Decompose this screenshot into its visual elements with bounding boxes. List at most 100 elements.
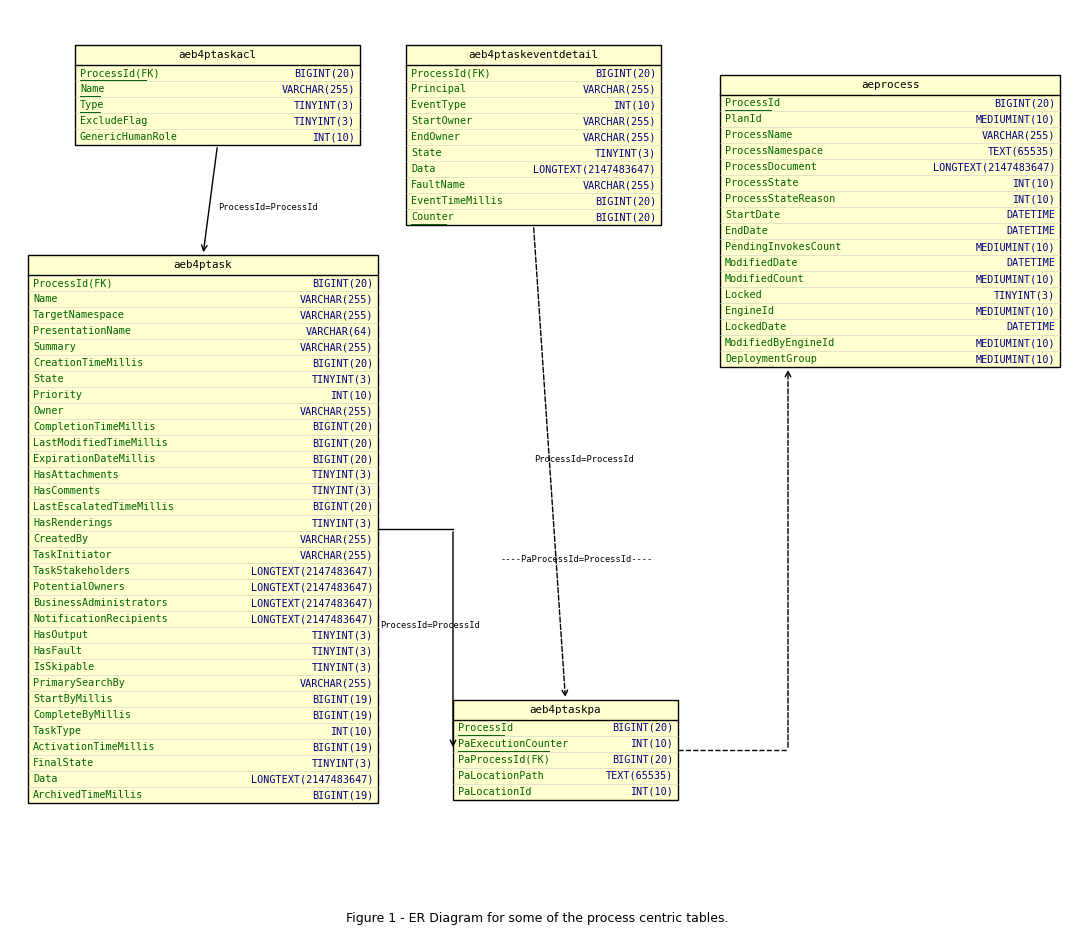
Text: NotificationRecipients: NotificationRecipients [33, 614, 168, 624]
Text: HasOutput: HasOutput [33, 630, 88, 640]
Text: TINYINT(3): TINYINT(3) [993, 290, 1055, 300]
Text: INT(10): INT(10) [313, 132, 355, 142]
Text: FaultName: FaultName [411, 180, 466, 190]
Text: TINYINT(3): TINYINT(3) [294, 116, 355, 126]
Text: VARCHAR(255): VARCHAR(255) [300, 406, 373, 416]
Text: VARCHAR(255): VARCHAR(255) [281, 84, 355, 94]
Text: BusinessAdministrators: BusinessAdministrators [33, 598, 168, 608]
Text: DATETIME: DATETIME [1006, 210, 1055, 220]
Text: BIGINT(20): BIGINT(20) [595, 196, 656, 206]
Text: Name: Name [79, 84, 104, 94]
Text: MEDIUMINT(10): MEDIUMINT(10) [975, 114, 1055, 124]
Text: ActivationTimeMillis: ActivationTimeMillis [33, 742, 156, 752]
Text: VARCHAR(255): VARCHAR(255) [300, 310, 373, 320]
Text: ProcessId(FK): ProcessId(FK) [79, 68, 160, 78]
Text: ProcessName: ProcessName [725, 130, 793, 140]
Text: ProcessId(FK): ProcessId(FK) [411, 68, 491, 78]
Text: PaProcessId(FK): PaProcessId(FK) [458, 755, 550, 765]
Text: MEDIUMINT(10): MEDIUMINT(10) [975, 306, 1055, 316]
Text: ModifiedCount: ModifiedCount [725, 274, 804, 284]
Text: TINYINT(3): TINYINT(3) [294, 100, 355, 110]
Text: INT(10): INT(10) [630, 787, 673, 797]
Text: INT(10): INT(10) [613, 100, 656, 110]
Text: MEDIUMINT(10): MEDIUMINT(10) [975, 354, 1055, 364]
Text: BIGINT(20): BIGINT(20) [612, 755, 673, 765]
Text: DATETIME: DATETIME [1006, 258, 1055, 268]
Text: StartOwner: StartOwner [411, 116, 473, 126]
Text: INT(10): INT(10) [1012, 178, 1055, 188]
Text: EndOwner: EndOwner [411, 132, 460, 142]
Text: TINYINT(3): TINYINT(3) [311, 662, 373, 672]
Text: PrimarySearchBy: PrimarySearchBy [33, 678, 125, 688]
Text: Name: Name [33, 294, 58, 304]
Text: ProcessId: ProcessId [458, 723, 513, 733]
Text: TINYINT(3): TINYINT(3) [311, 518, 373, 528]
Text: PresentationName: PresentationName [33, 326, 131, 336]
Text: MEDIUMINT(10): MEDIUMINT(10) [975, 242, 1055, 252]
Text: PaLocationPath: PaLocationPath [458, 771, 543, 781]
Text: INT(10): INT(10) [330, 390, 373, 400]
Bar [720, 75, 1060, 367]
Text: BIGINT(20): BIGINT(20) [993, 98, 1055, 108]
Bar [28, 255, 378, 803]
Text: PaExecutionCounter: PaExecutionCounter [458, 739, 568, 749]
Text: Type: Type [79, 100, 104, 110]
Text: INT(10): INT(10) [630, 739, 673, 749]
Text: INT(10): INT(10) [330, 726, 373, 736]
Text: ExcludeFlag: ExcludeFlag [79, 116, 147, 126]
Text: StartDate: StartDate [725, 210, 780, 220]
Text: LONGTEXT(2147483647): LONGTEXT(2147483647) [250, 774, 373, 784]
Text: CompleteByMillis: CompleteByMillis [33, 710, 131, 720]
Text: ExpirationDateMillis: ExpirationDateMillis [33, 454, 156, 464]
Text: ModifiedByEngineId: ModifiedByEngineId [725, 338, 836, 348]
Text: Priority: Priority [33, 390, 82, 400]
Text: BIGINT(20): BIGINT(20) [595, 68, 656, 78]
Text: State: State [33, 374, 63, 384]
Text: CompletionTimeMillis: CompletionTimeMillis [33, 422, 156, 432]
Text: Data: Data [411, 164, 435, 174]
Text: LastModifiedTimeMillis: LastModifiedTimeMillis [33, 438, 168, 448]
Text: EventType: EventType [411, 100, 466, 110]
Text: ProcessId: ProcessId [725, 98, 780, 108]
Text: TINYINT(3): TINYINT(3) [311, 374, 373, 384]
Text: Summary: Summary [33, 342, 76, 352]
Text: TEXT(65535): TEXT(65535) [988, 146, 1055, 156]
Text: ProcessDocument: ProcessDocument [725, 162, 817, 172]
Text: DeploymentGroup: DeploymentGroup [725, 354, 817, 364]
Text: ProcessId=ProcessId: ProcessId=ProcessId [218, 203, 318, 212]
Text: ModifiedDate: ModifiedDate [725, 258, 798, 268]
Text: LONGTEXT(2147483647): LONGTEXT(2147483647) [932, 162, 1055, 172]
Text: ProcessState: ProcessState [725, 178, 798, 188]
Text: aeb4ptaskeventdetail: aeb4ptaskeventdetail [468, 50, 598, 60]
Text: VARCHAR(255): VARCHAR(255) [300, 342, 373, 352]
Text: CreationTimeMillis: CreationTimeMillis [33, 358, 143, 368]
Text: CreatedBy: CreatedBy [33, 534, 88, 544]
Text: TargetNamespace: TargetNamespace [33, 310, 125, 320]
Text: VARCHAR(255): VARCHAR(255) [582, 180, 656, 190]
Text: BIGINT(20): BIGINT(20) [311, 438, 373, 448]
Text: BIGINT(20): BIGINT(20) [311, 422, 373, 432]
Text: aeb4ptaskacl: aeb4ptaskacl [178, 50, 257, 60]
Bar [406, 45, 661, 225]
Text: ProcessNamespace: ProcessNamespace [725, 146, 823, 156]
Text: PaLocationId: PaLocationId [458, 787, 532, 797]
Text: ArchivedTimeMillis: ArchivedTimeMillis [33, 790, 143, 800]
Text: TaskInitiator: TaskInitiator [33, 550, 113, 560]
Text: Principal: Principal [411, 84, 466, 94]
Text: TEXT(65535): TEXT(65535) [606, 771, 673, 781]
Text: Figure 1 - ER Diagram for some of the process centric tables.: Figure 1 - ER Diagram for some of the pr… [346, 912, 728, 925]
Text: Counter: Counter [411, 212, 454, 222]
Bar [453, 700, 678, 800]
Text: VARCHAR(255): VARCHAR(255) [300, 534, 373, 544]
Text: VARCHAR(255): VARCHAR(255) [300, 294, 373, 304]
Text: DATETIME: DATETIME [1006, 322, 1055, 332]
Text: VARCHAR(255): VARCHAR(255) [582, 116, 656, 126]
Text: VARCHAR(64): VARCHAR(64) [306, 326, 373, 336]
Text: aeprocess: aeprocess [860, 80, 919, 90]
Text: BIGINT(20): BIGINT(20) [311, 454, 373, 464]
Text: MEDIUMINT(10): MEDIUMINT(10) [975, 274, 1055, 284]
Text: HasAttachments: HasAttachments [33, 470, 119, 480]
Text: aeb4ptask: aeb4ptask [174, 260, 232, 270]
Text: INT(10): INT(10) [1012, 194, 1055, 204]
Text: TINYINT(3): TINYINT(3) [311, 486, 373, 496]
